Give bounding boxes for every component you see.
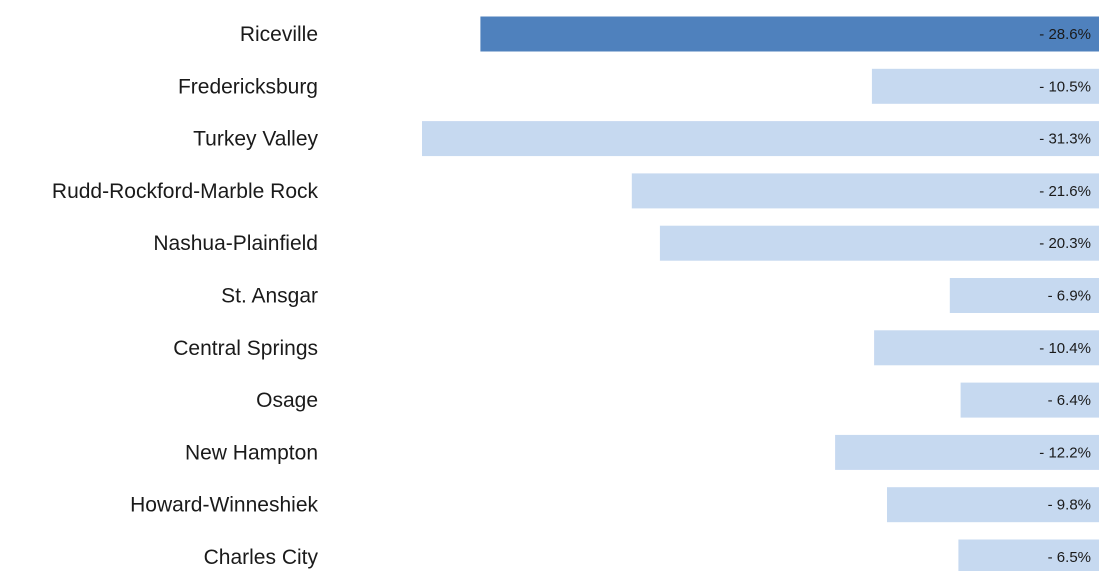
bar [422,121,1099,157]
category-labels: Riceville Fredericksburg Turkey Valley Rudd… [52,23,319,569]
value-label: - 10.4% [1039,340,1091,357]
bar [960,382,1099,418]
bar [958,539,1099,571]
category-label: Fredericksburg [178,75,318,98]
value-label: - 31.3% [1039,131,1091,148]
category-label: Nashua-Plainfield [153,232,318,255]
value-label: - 6.9% [1048,288,1091,305]
bar [871,68,1099,104]
category-label: Central Springs [173,337,318,360]
bar [949,278,1099,313]
value-labels: - 28.6% - 10.5% - 31.3% - 21.6% - 20.3% - 6.9… [1039,26,1091,566]
category-label: Turkey Valley [193,128,318,151]
category-label: Osage [256,389,318,412]
value-label: - 10.5% [1039,78,1091,95]
bar [874,330,1099,366]
category-label: Charles City [204,546,319,569]
category-label: Riceville [240,23,318,46]
value-label: - 6.4% [1048,392,1091,409]
bar [480,16,1099,52]
value-label: - 12.2% [1039,444,1091,461]
value-label: - 21.6% [1039,183,1091,200]
category-label: New Hampton [185,441,318,464]
value-label: - 20.3% [1039,235,1091,252]
category-label: St. Ansgar [221,285,318,308]
bar [835,434,1099,470]
bar [659,225,1099,261]
value-label: - 9.8% [1048,497,1091,514]
bar [631,173,1099,209]
category-label: Rudd-Rockford-Marble Rock [52,180,319,203]
bar [887,487,1099,523]
value-label: - 28.6% [1039,26,1091,43]
bars [422,16,1099,571]
category-label: Howard-Winneshiek [130,494,318,517]
value-label: - 6.5% [1048,549,1091,566]
